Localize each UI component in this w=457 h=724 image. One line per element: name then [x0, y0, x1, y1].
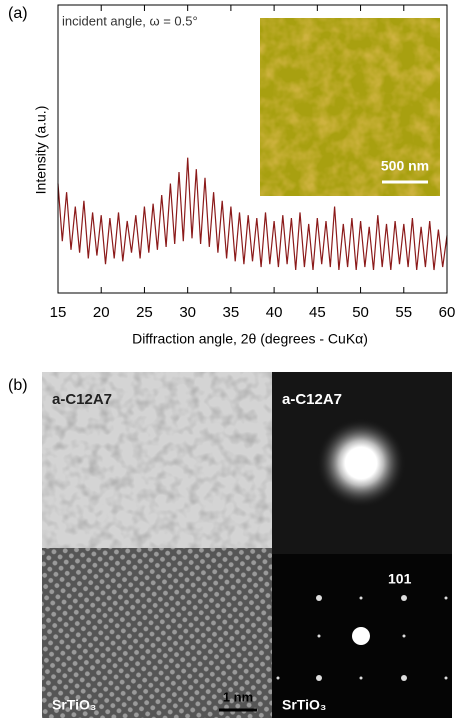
x-tick-label: 50 [352, 304, 369, 321]
image-label: SrTiO₃ [282, 697, 326, 713]
x-tick-label: 55 [395, 304, 412, 321]
diffraction-halo [316, 418, 406, 508]
image-label: a-C12A7 [52, 391, 112, 408]
x-tick-label: 45 [309, 304, 326, 321]
panel-label: (a) [8, 5, 28, 22]
afm-inset: 500 nm [260, 18, 440, 196]
tem-images [42, 372, 452, 718]
image-label: SrTiO₃ [52, 697, 96, 713]
x-tick-label: 40 [266, 304, 283, 321]
x-tick-label: 35 [223, 304, 240, 321]
image-label: a-C12A7 [282, 391, 342, 408]
x-tick-label: 25 [136, 304, 153, 321]
x-tick-label: 30 [179, 304, 196, 321]
scale-label: 500 nm [381, 158, 429, 174]
x-tick-label: 15 [50, 304, 67, 321]
panel-label: (b) [8, 377, 28, 394]
scale-label: 1 nm [223, 689, 253, 704]
spot-label: 101 [388, 571, 412, 587]
x-tick-label: 60 [439, 304, 456, 321]
x-axis-label: Diffraction angle, 2θ (degrees - CuKα) [132, 331, 368, 347]
figure: (a) incident angle, ω = 0.5° 500 nm Diff… [0, 0, 457, 724]
annotation: incident angle, ω = 0.5° [62, 13, 198, 28]
x-tick-label: 20 [93, 304, 110, 321]
y-axis-label: Intensity (a.u.) [33, 106, 49, 195]
